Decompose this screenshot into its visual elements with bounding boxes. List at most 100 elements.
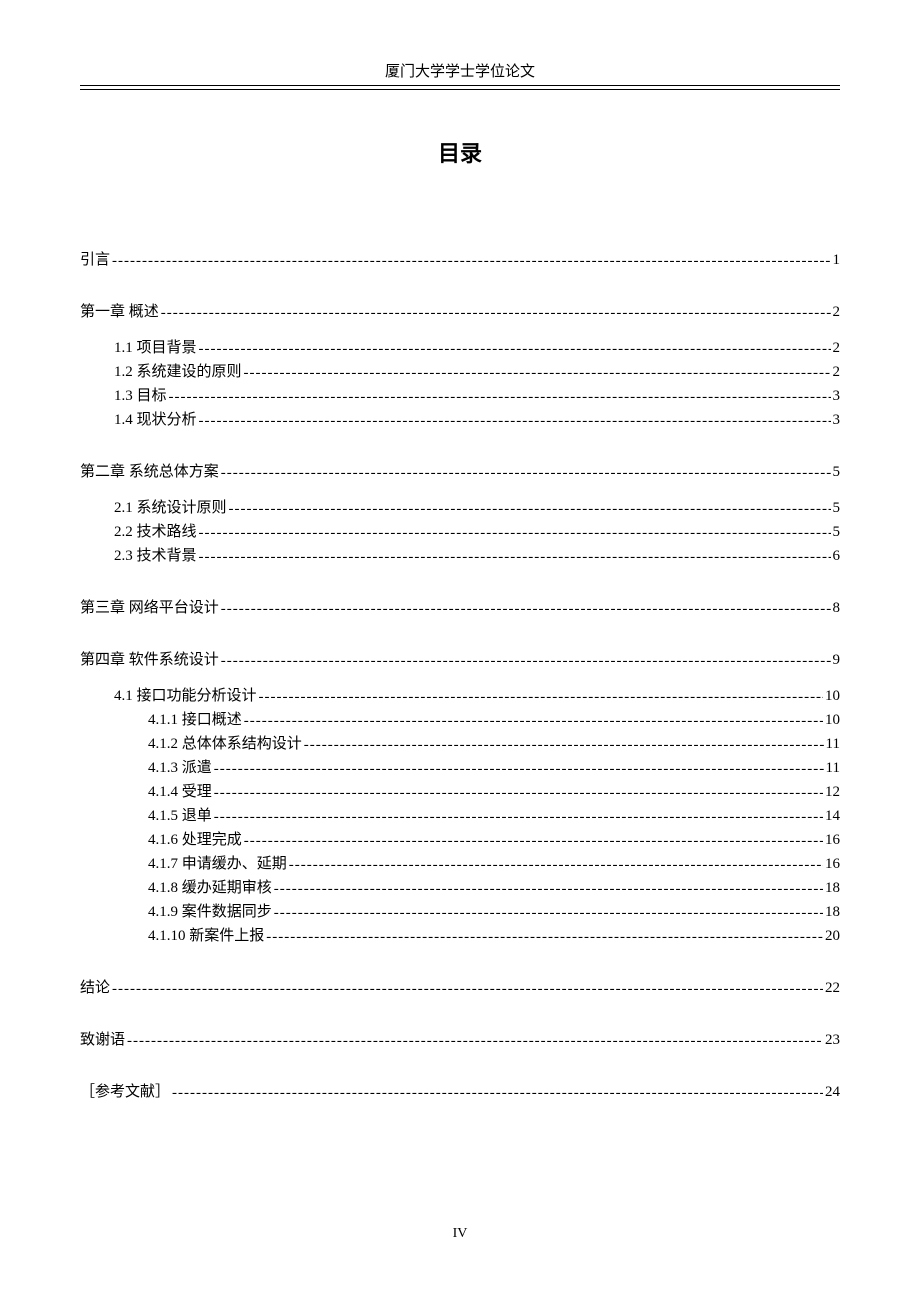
toc-entry-page: 3 [833,408,841,432]
toc-entry-label: 1.4 现状分析 [114,408,197,432]
toc-entry-page: 10 [825,684,840,708]
toc-entry-label: 4.1.2 总体体系结构设计 [148,732,302,756]
header-text: 厦门大学学士学位论文 [385,64,535,80]
toc-leader [289,853,823,877]
toc-entry: 第三章 网络平台设计 8 [80,596,840,620]
page-number: IV [453,1226,468,1241]
toc-entry: 致谢语23 [80,1028,840,1052]
toc-leader [229,497,831,521]
toc-entry: 1.2 系统建设的原则 2 [80,360,840,384]
toc-entry-page: 18 [825,900,840,924]
toc-entry: 4.1.4 受理 12 [80,780,840,804]
toc-entry-label: 4.1 接口功能分析设计 [114,684,257,708]
toc-entry-label: 1.1 项目背景 [114,336,197,360]
toc-leader [244,829,823,853]
toc-entry-label: 4.1.8 缓办延期审核 [148,876,272,900]
toc-entry-label: ［参考文献］ [80,1080,170,1104]
toc-leader [214,781,823,805]
toc-entry: 4.1.1 接口概述 10 [80,708,840,732]
toc-leader [266,925,823,949]
toc-leader [127,1029,823,1053]
toc-leader [199,545,831,569]
toc-entry-label: 2.2 技术路线 [114,520,197,544]
toc-entry: 1.3 目标3 [80,384,840,408]
table-of-contents: 引言1第一章 概述21.1 项目背景21.2 系统建设的原则21.3 目标31.… [80,248,840,1104]
toc-leader [172,1081,823,1105]
toc-entry-page: 10 [825,708,840,732]
toc-entry-page: 1 [833,248,841,272]
toc-entry-label: 2.3 技术背景 [114,544,197,568]
toc-leader [221,461,831,485]
toc-entry-page: 8 [833,596,841,620]
toc-entry: 2.1 系统设计原则 5 [80,496,840,520]
toc-entry-label: 1.2 系统建设的原则 [114,360,242,384]
toc-entry-page: 11 [826,732,840,756]
toc-entry-label: 4.1.9 案件数据同步 [148,900,272,924]
toc-entry-page: 18 [825,876,840,900]
toc-leader [161,301,831,325]
toc-entry-label: 第二章 系统总体方案 [80,460,219,484]
toc-leader [112,249,830,273]
toc-leader [244,709,823,733]
toc-title: 目录 [80,136,840,168]
toc-entry: 4.1.9 案件数据同步 18 [80,900,840,924]
toc-entry: 4.1.8 缓办延期审核 18 [80,876,840,900]
toc-entry-label: 第一章 概述 [80,300,159,324]
toc-leader [214,805,823,829]
toc-entry: 2.2 技术路线 5 [80,520,840,544]
header-rule [80,88,840,90]
toc-entry-label: 4.1.6 处理完成 [148,828,242,852]
toc-entry: 4.1.10 新案件上报 20 [80,924,840,948]
toc-entry-label: 结论 [80,976,110,1000]
toc-leader [221,649,831,673]
toc-entry-page: 9 [833,648,841,672]
toc-entry-label: 4.1.7 申请缓办、延期 [148,852,287,876]
toc-entry: 第四章 软件系统设计 9 [80,648,840,672]
toc-leader [112,977,823,1001]
toc-entry-page: 16 [825,828,840,852]
toc-entry: 4.1.6 处理完成 16 [80,828,840,852]
toc-entry: 1.1 项目背景 2 [80,336,840,360]
toc-leader [214,757,824,781]
toc-leader [274,901,823,925]
toc-entry: 4.1.5 退单 14 [80,804,840,828]
toc-entry: 第二章 系统总体方案 5 [80,460,840,484]
toc-entry: 1.4 现状分析 3 [80,408,840,432]
toc-entry: 4.1.3 派遣 11 [80,756,840,780]
toc-entry: 4.1 接口功能分析设计 10 [80,684,840,708]
toc-entry: 结论 22 [80,976,840,1000]
toc-entry-label: 4.1.10 新案件上报 [148,924,264,948]
toc-entry-label: 4.1.1 接口概述 [148,708,242,732]
toc-leader [169,385,831,409]
page-footer: IV [0,1226,920,1242]
toc-entry-page: 5 [833,460,841,484]
toc-leader [221,597,831,621]
document-page: 厦门大学学士学位论文 目录 引言1第一章 概述21.1 项目背景21.2 系统建… [0,0,920,1144]
toc-entry-label: 致谢语 [80,1028,125,1052]
toc-leader [199,337,831,361]
toc-leader [274,877,823,901]
toc-entry-page: 5 [833,496,841,520]
toc-leader [259,685,823,709]
toc-entry: 2.3 技术背景6 [80,544,840,568]
toc-entry-page: 24 [825,1080,840,1104]
toc-entry-label: 第三章 网络平台设计 [80,596,219,620]
toc-entry-label: 2.1 系统设计原则 [114,496,227,520]
toc-entry-page: 2 [833,300,841,324]
toc-entry-page: 5 [833,520,841,544]
toc-entry-page: 14 [825,804,840,828]
toc-entry-page: 12 [825,780,840,804]
page-header: 厦门大学学士学位论文 [80,60,840,86]
toc-entry-label: 引言 [80,248,110,272]
toc-entry-page: 2 [833,336,841,360]
toc-entry: 引言 1 [80,248,840,272]
toc-entry-page: 3 [833,384,841,408]
toc-entry-label: 第四章 软件系统设计 [80,648,219,672]
toc-entry-page: 22 [825,976,840,1000]
toc-entry-label: 4.1.5 退单 [148,804,212,828]
toc-entry-page: 11 [826,756,840,780]
toc-entry-label: 4.1.4 受理 [148,780,212,804]
toc-entry-page: 20 [825,924,840,948]
toc-leader [199,521,831,545]
toc-entry-page: 2 [833,360,841,384]
